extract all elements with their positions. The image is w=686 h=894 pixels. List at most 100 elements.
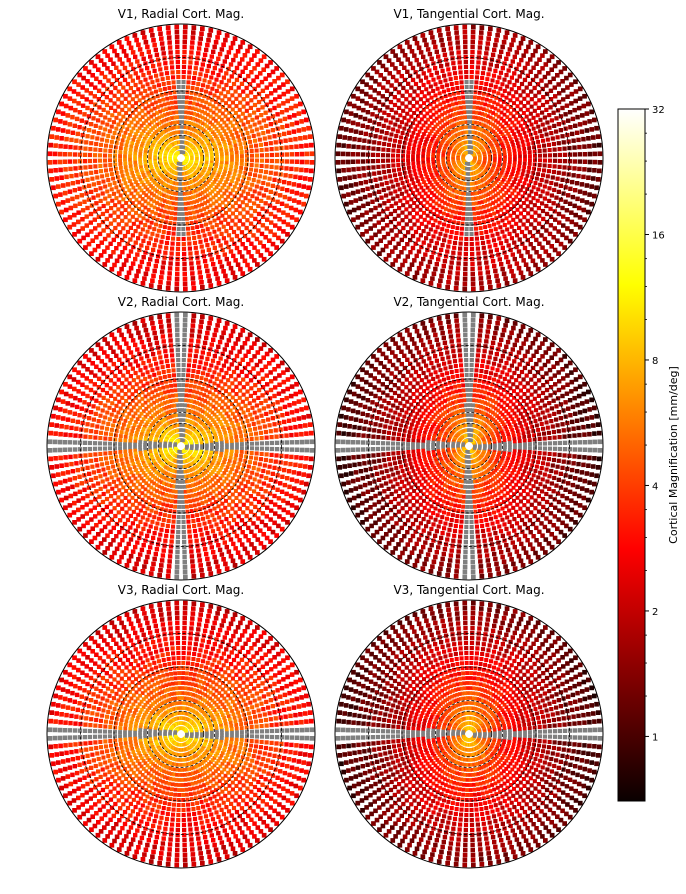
heatmap-cell xyxy=(209,257,214,262)
heatmap-cell xyxy=(117,132,122,137)
heatmap-cell xyxy=(520,241,525,246)
heatmap-cell xyxy=(418,233,423,238)
heatmap-cell xyxy=(432,164,436,168)
heatmap-cell xyxy=(107,182,112,187)
heatmap-cell xyxy=(470,256,475,262)
heatmap-cell xyxy=(159,275,164,280)
heatmap-cell xyxy=(486,198,490,202)
heatmap-cell xyxy=(384,223,390,228)
heatmap-cell xyxy=(266,129,271,134)
heatmap-cell xyxy=(128,62,134,67)
heatmap-cell xyxy=(111,191,116,196)
heatmap-cell xyxy=(487,31,492,36)
heatmap-cell xyxy=(437,91,442,96)
heatmap-cell xyxy=(432,145,437,150)
heatmap-cell xyxy=(491,238,497,243)
heatmap-cell xyxy=(111,135,116,140)
heatmap-cell xyxy=(191,25,197,30)
heatmap-cell xyxy=(412,222,417,227)
heatmap-cell xyxy=(252,122,257,127)
heatmap-cell xyxy=(273,140,278,145)
heatmap-cell xyxy=(486,36,491,41)
heatmap-cell xyxy=(437,108,442,113)
heatmap-cell xyxy=(411,157,415,162)
heatmap-cell xyxy=(532,108,537,113)
heatmap-cell xyxy=(279,201,285,206)
heatmap-cell xyxy=(77,125,82,130)
heatmap-cell xyxy=(67,159,73,164)
heatmap-cell xyxy=(194,250,199,255)
heatmap-cell xyxy=(356,205,362,211)
heatmap-cell xyxy=(203,195,208,199)
heatmap-cell xyxy=(412,201,417,205)
heatmap-cell xyxy=(263,169,268,175)
heatmap-cell xyxy=(433,266,438,272)
heatmap-cell xyxy=(198,198,202,202)
heatmap-cell xyxy=(117,111,122,116)
heatmap-cell xyxy=(450,124,454,128)
heatmap-cell xyxy=(208,108,213,113)
heatmap-cell xyxy=(135,252,140,257)
heatmap-cell xyxy=(527,146,532,150)
heatmap-cell xyxy=(207,209,212,214)
heatmap-cell xyxy=(141,139,146,143)
heatmap-cell xyxy=(120,138,125,143)
heatmap-cell xyxy=(180,120,184,124)
heatmap-cell xyxy=(356,105,362,111)
heatmap-cell xyxy=(228,249,234,254)
heatmap-cell xyxy=(190,205,195,210)
heatmap-cell xyxy=(97,79,103,85)
heatmap-cell xyxy=(185,115,190,120)
heatmap-cell xyxy=(98,148,103,153)
heatmap-cell xyxy=(281,219,287,225)
heatmap-cell xyxy=(196,230,201,235)
heatmap-cell xyxy=(490,259,496,264)
heatmap-cell xyxy=(205,227,210,232)
heatmap-cell xyxy=(455,45,461,50)
heatmap-cell xyxy=(109,172,114,177)
heatmap-cell xyxy=(352,174,357,180)
heatmap-cell xyxy=(186,226,190,231)
heatmap-cell xyxy=(549,67,554,72)
heatmap-cell xyxy=(452,123,456,127)
heatmap-cell xyxy=(547,158,552,163)
heatmap-cell xyxy=(458,126,462,131)
heatmap-cell xyxy=(198,208,203,213)
heatmap-cell xyxy=(123,96,128,101)
heatmap-cell xyxy=(424,42,429,48)
heatmap-cell xyxy=(447,120,452,124)
heatmap-cell xyxy=(227,170,232,175)
heatmap-cell xyxy=(195,156,199,161)
heatmap-cell xyxy=(393,138,398,143)
heatmap-cell xyxy=(416,157,420,162)
heatmap-cell xyxy=(382,235,387,240)
heatmap-cell xyxy=(120,173,125,178)
heatmap-cell xyxy=(252,86,257,92)
heatmap-cell xyxy=(208,220,213,225)
heatmap-cell xyxy=(130,78,135,83)
heatmap-cell xyxy=(465,115,470,119)
heatmap-cell xyxy=(428,102,433,107)
heatmap-cell xyxy=(434,195,439,200)
heatmap-cell xyxy=(149,252,154,257)
heatmap-cell xyxy=(427,168,432,172)
heatmap-cell xyxy=(586,175,591,180)
heatmap-cell xyxy=(558,241,564,247)
heatmap-cell xyxy=(452,66,457,71)
heatmap-cell xyxy=(505,141,510,146)
heatmap-cell xyxy=(452,107,457,112)
heatmap-cell xyxy=(491,111,495,115)
heatmap-cell xyxy=(289,86,295,92)
heatmap-cell xyxy=(425,213,430,218)
heatmap-cell xyxy=(159,92,164,97)
heatmap-cell xyxy=(191,81,196,86)
heatmap-cell xyxy=(472,211,477,216)
heatmap-cell xyxy=(427,51,433,57)
heatmap-cell xyxy=(579,182,585,187)
heatmap-cell xyxy=(474,75,479,80)
heatmap-cell xyxy=(406,146,411,150)
heatmap-cell xyxy=(188,126,192,131)
heatmap-cell xyxy=(584,183,590,188)
heatmap-cell xyxy=(210,241,216,246)
heatmap-cell xyxy=(210,182,215,186)
